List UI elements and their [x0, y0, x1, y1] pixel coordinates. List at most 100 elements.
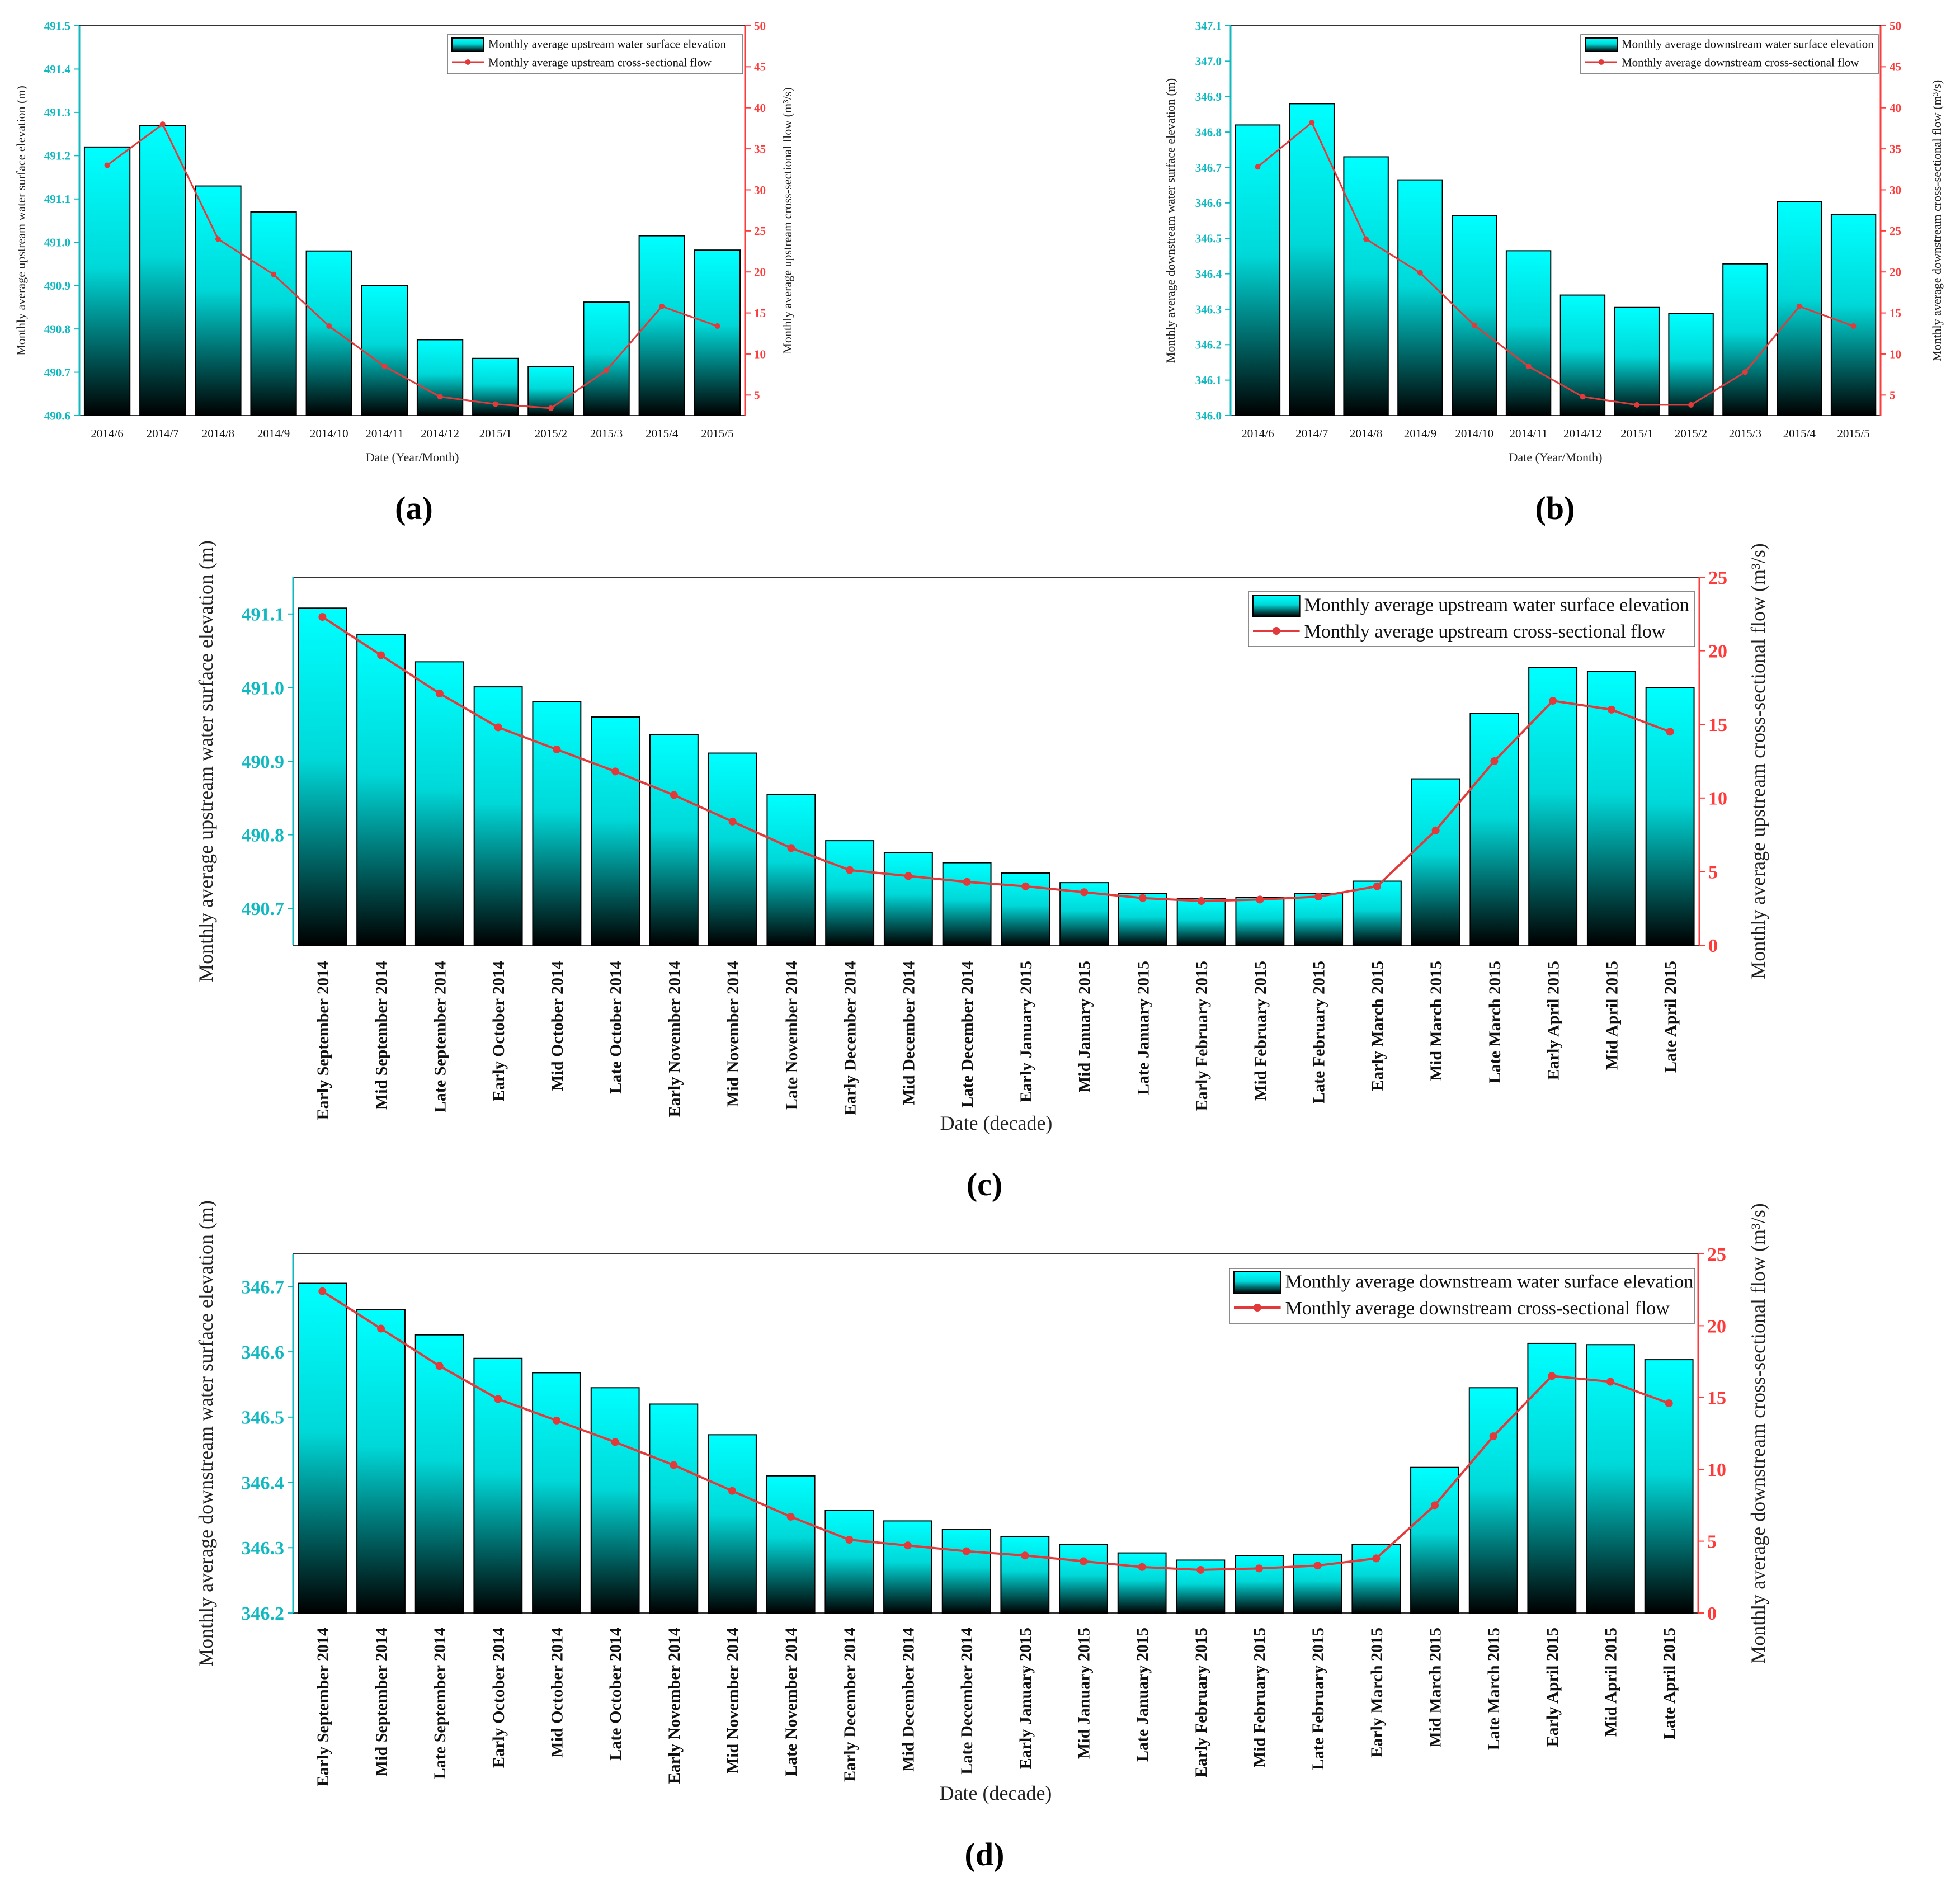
left-tick-label: 491.3	[44, 106, 70, 119]
flow-point	[787, 844, 795, 852]
x-tick-label: Late September 2014	[431, 961, 449, 1112]
left-tick-label: 491.2	[44, 149, 70, 163]
left-tick-label: 346.2	[1195, 338, 1222, 352]
legend-box	[447, 34, 743, 74]
x-tick-label: Mid January 2015	[1075, 1628, 1094, 1759]
bar	[649, 1403, 699, 1614]
flow-point	[381, 363, 388, 369]
legend-line-marker	[465, 59, 471, 65]
x-tick-label: 2015/3	[1729, 427, 1761, 440]
bar	[1294, 893, 1344, 946]
legend: Monthly average downstream water surface…	[1580, 34, 1879, 74]
bar	[1469, 713, 1519, 946]
bar	[1468, 1387, 1518, 1614]
right-tick-label: 45	[1890, 60, 1901, 74]
flow-point	[611, 767, 620, 776]
right-tick-label: 0	[1707, 1603, 1717, 1624]
x-tick-label: Mid November 2014	[724, 1628, 742, 1773]
flow-point	[553, 1416, 560, 1425]
bar	[1176, 898, 1226, 946]
x-tick-label: Mid April 2015	[1603, 961, 1621, 1070]
flow-point	[548, 405, 554, 411]
left-tick-label: 346.5	[242, 1408, 285, 1428]
flow-point	[1634, 402, 1640, 408]
right-tick-label: 30	[754, 183, 766, 197]
x-tick-label: Mid September 2014	[373, 1628, 391, 1776]
bar	[824, 1510, 874, 1614]
right-tick-label: 10	[1890, 347, 1901, 361]
flow-point	[377, 651, 385, 659]
x-tick-label: 2015/5	[701, 427, 733, 440]
right-tick-label: 25	[1707, 1244, 1726, 1265]
bar	[766, 1475, 816, 1614]
x-tick-label: Early January 2015	[1016, 1628, 1035, 1769]
left-tick-label: 346.4	[1195, 267, 1222, 281]
flow-point	[104, 162, 110, 168]
bar	[1352, 880, 1402, 946]
bar	[1586, 671, 1636, 946]
flow-point	[1256, 895, 1264, 904]
bar	[1830, 214, 1877, 416]
panel-label: (b)	[1535, 490, 1575, 526]
bar	[590, 1387, 640, 1614]
flow-point	[611, 1438, 619, 1446]
x-tick-label: 2014/9	[257, 427, 290, 440]
flow-point	[377, 1324, 385, 1333]
x-tick-label: 2015/4	[1783, 427, 1816, 440]
x-tick-label: 2015/5	[1837, 427, 1869, 440]
left-tick-label: 346.0	[1195, 409, 1222, 422]
legend-bar-label: Monthly average downstream water surface…	[1285, 1271, 1694, 1292]
flow-line	[322, 616, 1671, 903]
flow-point	[1431, 826, 1440, 834]
left-tick-label: 346.2	[242, 1603, 285, 1624]
x-tick-label: Early October 2014	[489, 1628, 508, 1768]
x-tick-label: 2015/1	[479, 427, 512, 440]
bar	[298, 1282, 347, 1614]
left-axis-title: Monthly average upstream water surface e…	[14, 86, 28, 356]
x-tick-label: Early February 2015	[1193, 961, 1211, 1111]
bar	[472, 357, 519, 416]
flow-point	[1309, 120, 1315, 126]
right-tick-label: 35	[754, 142, 766, 155]
flow-point	[904, 872, 912, 880]
flow-point	[728, 817, 737, 826]
legend-box	[1248, 591, 1695, 647]
bar	[83, 146, 131, 416]
bar	[1411, 778, 1460, 946]
right-tick-label: 15	[1708, 715, 1727, 735]
x-tick-label: Early December 2014	[841, 1628, 859, 1782]
right-tick-label: 10	[754, 347, 766, 361]
flow-point	[318, 613, 327, 621]
right-tick-label: 50	[1890, 19, 1901, 32]
chart-panel-b: 346.0 346.1 346.2 346.3 346.4 346.5 346.6 346.7…	[1163, 19, 1944, 526]
bar	[1235, 897, 1285, 946]
right-tick-label: 20	[1707, 1316, 1726, 1337]
bar	[139, 125, 186, 417]
right-tick-label: 10	[1708, 789, 1727, 809]
right-axis-title: Monthly average downstream cross-section…	[1747, 1203, 1769, 1664]
flow-point	[326, 323, 332, 329]
x-tick-label: 2014/11	[1510, 427, 1548, 440]
flow-point	[1688, 402, 1694, 408]
x-axis-title: Date (decade)	[940, 1782, 1052, 1804]
bar	[532, 1372, 581, 1614]
right-tick-label: 45	[754, 60, 766, 74]
left-tick-label: 346.1	[1195, 374, 1222, 387]
flow-point	[904, 1541, 912, 1550]
bar	[694, 249, 741, 416]
flow-point	[1796, 303, 1802, 309]
bar	[942, 862, 992, 946]
chart-panel-d: 346.2 346.3 346.4 346.5 346.6 346.7 0 5 10 15 20 25…	[195, 1200, 1769, 1872]
bar	[941, 1529, 991, 1614]
x-tick-label: Mid December 2014	[899, 1628, 918, 1772]
x-tick-label: 2014/8	[202, 427, 234, 440]
bar	[195, 185, 242, 416]
flow-point	[435, 1362, 444, 1370]
flow-point	[846, 866, 854, 874]
flow-point	[1363, 236, 1369, 242]
x-tick-label: Early September 2014	[314, 961, 332, 1120]
legend-line-label: Monthly average downstream cross-section…	[1285, 1298, 1670, 1319]
flow-point	[215, 236, 221, 242]
flow-point	[714, 323, 720, 329]
x-tick-label: Mid September 2014	[373, 961, 391, 1110]
